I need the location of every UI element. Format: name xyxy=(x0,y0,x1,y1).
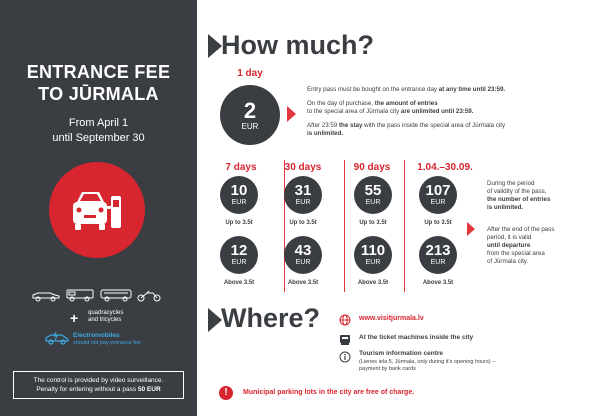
ticket-machine-icon xyxy=(339,332,351,350)
control-notice-box: The control is provided by video surveil… xyxy=(13,371,184,399)
season-arrow-icon xyxy=(467,222,475,241)
season-note-validity: During the period of validity of the pas… xyxy=(487,180,551,211)
weight-heavy-2: Above 3.5t xyxy=(287,280,319,286)
weight-heavy-1: Above 3.5t xyxy=(223,280,255,286)
weight-light-2: Up to 3.5t xyxy=(289,220,317,226)
one-day-text-3: After 23:59 the stay with the pass insid… xyxy=(307,122,506,137)
where-title: Where? xyxy=(221,303,321,333)
control-line-2: Penalty for entering without a pass 50 E… xyxy=(14,385,183,394)
weight-heavy-3: Above 3.5t xyxy=(357,280,389,286)
one-day-arrow-icon xyxy=(287,106,296,127)
extra-vehicles-line-2: and tricycles xyxy=(88,317,122,323)
weight-light-4: Up to 3.5t xyxy=(424,220,452,226)
plus-sign: + xyxy=(70,310,79,326)
divider-3 xyxy=(404,160,405,292)
weight-light-1: Up to 3.5t xyxy=(225,220,253,226)
one-day-price: 2 xyxy=(243,97,257,123)
how-much-title: How much? xyxy=(221,30,374,60)
where-arrow-icon xyxy=(208,308,222,337)
price-90-days-light: 55 EUR xyxy=(354,176,392,214)
one-day-text-1: Entry pass must be bought on the entranc… xyxy=(307,86,506,93)
weight-light-3: Up to 3.5t xyxy=(359,220,387,226)
left-panel: ENTRANCE FEE TO JŪRMALA From April 1 unt… xyxy=(0,0,197,416)
tourism-centre-title: Tourism information centre xyxy=(359,350,444,357)
price-90-days-heavy: 110 EUR xyxy=(354,236,392,274)
electromobiles-note: should not pay entrance fee xyxy=(73,340,141,346)
one-day-label: 1 day xyxy=(237,68,263,79)
globe-icon xyxy=(339,313,351,331)
penalty-amount: 50 EUR xyxy=(137,386,161,393)
price-season-heavy: 213 EUR xyxy=(419,236,457,274)
parking-note: Municipal parking lots in the city are f… xyxy=(243,389,415,396)
price-7-days-light: 10 EUR xyxy=(220,176,258,214)
electromobiles-label: Electromobiles xyxy=(73,332,120,339)
website-link[interactable]: www.visitjurmala.lv xyxy=(359,315,424,322)
tourism-centre-detail-2: payment by bank cards xyxy=(359,366,416,372)
divider-2 xyxy=(344,160,345,292)
period-30-days: 30 days xyxy=(284,162,322,173)
extra-vehicles-line-1: quadracycles xyxy=(88,310,124,316)
one-day-text-2: On the day of purchase, the amount of en… xyxy=(307,100,474,115)
period-line-2: until September 30 xyxy=(52,132,145,144)
alert-icon: ! xyxy=(219,386,233,400)
season-note-departure: After the end of the pass period, it is … xyxy=(487,226,555,265)
right-panel: How much? 1 day 2 EUR Entry pass must be… xyxy=(197,0,589,416)
price-30-days-heavy: 43 EUR xyxy=(284,236,322,274)
period-season: 1.04.–30.09. xyxy=(417,162,473,173)
info-icon xyxy=(339,350,351,368)
electric-car-icon xyxy=(44,331,70,345)
control-line-1: The control is provided by video surveil… xyxy=(33,377,164,384)
entrance-car-icon xyxy=(49,162,145,258)
vehicle-icons-row xyxy=(30,288,170,302)
how-much-arrow-icon xyxy=(208,34,222,63)
one-day-currency: EUR xyxy=(241,121,259,131)
period-90-days: 90 days xyxy=(353,162,391,173)
control-line-2-prefix: Penalty for entering without a pass xyxy=(36,386,138,393)
price-7-days-heavy: 12 EUR xyxy=(220,236,258,274)
price-season-light: 107 EUR xyxy=(419,176,457,214)
title-line-1: ENTRANCE FEE xyxy=(26,62,171,82)
period-line-1: From April 1 xyxy=(68,117,129,129)
one-day-price-circle: 2 EUR xyxy=(220,85,280,145)
tourism-centre-detail-1: (Lienes iela 5, Jūrmala, only during it'… xyxy=(359,359,496,365)
period-7-days: 7 days xyxy=(225,162,257,173)
ticket-machines-text: At the ticket machines inside the city xyxy=(359,334,474,341)
price-30-days-light: 31 EUR xyxy=(284,176,322,214)
weight-heavy-4: Above 3.5t xyxy=(422,280,454,286)
title-line-2: TO JŪRMALA xyxy=(38,84,159,104)
divider-1 xyxy=(284,160,285,292)
